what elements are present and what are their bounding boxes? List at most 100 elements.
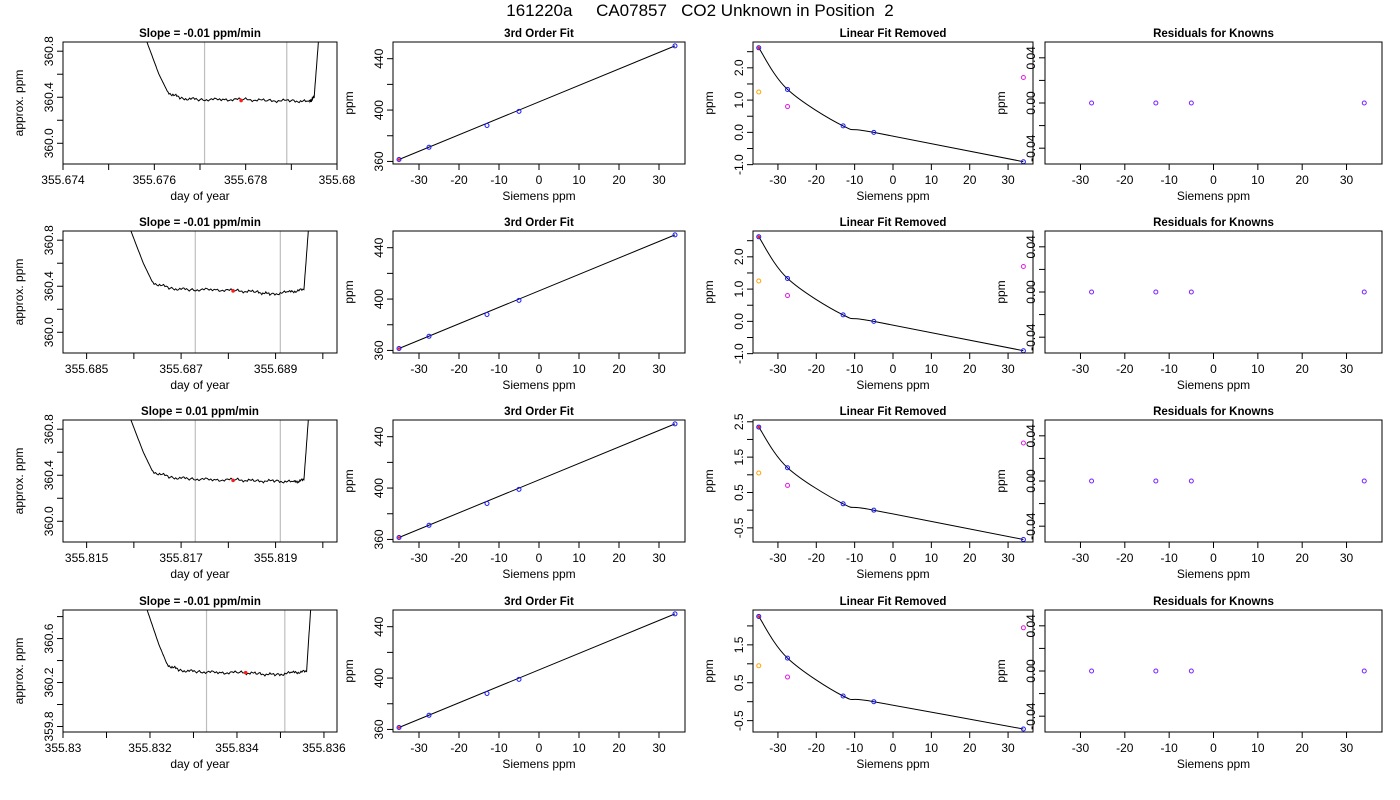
plot-frame <box>392 230 686 354</box>
x-axis-label: Siemens ppm <box>1177 189 1250 203</box>
y-axis-label: approx. ppm <box>12 638 26 705</box>
x-tick-label: 355.685 <box>65 362 109 376</box>
x-tick-label: -20 <box>808 741 826 755</box>
x-tick-label: 30 <box>1340 551 1354 565</box>
y-axis-label: approx. ppm <box>12 70 26 137</box>
data-point-marker <box>757 235 761 239</box>
data-point <box>785 655 791 661</box>
x-tick-label: 10 <box>1251 362 1265 376</box>
x-tick-label: 10 <box>1251 551 1265 565</box>
y-tick-label: 440 <box>372 616 386 636</box>
data-point <box>1089 289 1095 295</box>
data-point <box>1361 478 1367 484</box>
plot-frame <box>392 609 686 733</box>
y-tick-label: 0.04 <box>1024 235 1038 259</box>
y-tick-label: 0.00 <box>1024 469 1038 493</box>
data-point <box>756 613 762 619</box>
plot-frame <box>1044 41 1383 165</box>
extra-point <box>1020 625 1026 631</box>
extra-point <box>756 89 762 95</box>
x-tick-label: 20 <box>612 741 626 755</box>
data-point <box>672 232 678 238</box>
data-point <box>484 122 490 128</box>
x-tick-label: -20 <box>450 741 468 755</box>
y-tick-label: 2.5 <box>732 413 746 430</box>
y-tick-label: 360 <box>372 340 386 360</box>
plot-area <box>396 232 678 352</box>
x-tick-label: 355.676 <box>133 173 177 187</box>
extra-point <box>756 278 762 284</box>
x-tick-label: 0 <box>890 362 897 376</box>
extra-point <box>1020 440 1026 446</box>
data-point <box>840 312 846 318</box>
data-point <box>756 424 762 430</box>
data-point <box>1089 668 1095 674</box>
y-tick-label: -0.5 <box>732 517 746 538</box>
data-point <box>1020 726 1026 732</box>
y-tick-label: 360.4 <box>42 271 56 301</box>
plot-frame <box>392 419 686 543</box>
extra-point <box>785 293 791 299</box>
x-tick-label: 0 <box>1210 362 1217 376</box>
x-tick-label: -30 <box>769 362 787 376</box>
plot-area <box>1089 668 1367 674</box>
data-point-marker <box>231 478 235 483</box>
panel-title: Slope = -0.01 ppm/min <box>139 28 261 40</box>
x-axis-label: Siemens ppm <box>502 567 575 581</box>
x-tick-label: -30 <box>410 362 428 376</box>
x-tick-label: -30 <box>1072 362 1090 376</box>
fit-line <box>398 45 676 160</box>
extra-point <box>785 482 791 488</box>
x-tick-label: 30 <box>652 741 666 755</box>
data-point-marker <box>231 289 235 293</box>
x-tick-label: -20 <box>808 173 826 187</box>
data-point-marker <box>397 726 401 729</box>
data-point <box>756 234 762 240</box>
y-tick-label: 0.5 <box>732 484 746 501</box>
data-point <box>516 676 522 682</box>
plot-area <box>396 43 678 163</box>
plot-area <box>1089 289 1367 295</box>
x-axis-label: Siemens ppm <box>856 567 929 581</box>
x-tick-label: 0 <box>890 741 897 755</box>
x-tick-label: -10 <box>846 741 864 755</box>
y-tick-label: 360.0 <box>42 506 56 536</box>
x-axis-label: day of year <box>170 189 229 203</box>
panel-title: Residuals for Knowns <box>1153 28 1274 40</box>
data-point <box>785 86 791 92</box>
x-axis-label: day of year <box>170 567 229 581</box>
plot-area <box>146 42 319 164</box>
x-tick-label: 355.819 <box>254 551 298 565</box>
x-tick-label: -30 <box>410 741 428 755</box>
y-tick-label: 359.8 <box>42 711 56 741</box>
data-point <box>516 486 522 492</box>
x-tick-label: -30 <box>410 551 428 565</box>
x-tick-label: -10 <box>490 173 508 187</box>
y-axis-label: ppm <box>342 469 356 492</box>
y-tick-label: 0.04 <box>1024 614 1038 638</box>
panel-title: Slope = 0.01 ppm/min <box>141 406 259 418</box>
data-point-marker <box>243 670 248 675</box>
panel-title: Residuals for Knowns <box>1153 596 1274 608</box>
data-point <box>1153 289 1159 295</box>
x-tick-label: -30 <box>410 173 428 187</box>
panel-title: Residuals for Knowns <box>1153 217 1274 229</box>
x-axis-label: Siemens ppm <box>856 189 929 203</box>
y-tick-label: 0.0 <box>732 313 746 330</box>
data-trace <box>130 231 309 297</box>
data-point <box>1089 100 1095 106</box>
panel-row2-residuals: Residuals for Knowns -30 -20 -10 0 10 20 30 -0.0… <box>994 217 1383 392</box>
data-point <box>1361 100 1367 106</box>
plot-area <box>396 611 678 731</box>
x-tick-label: 355.689 <box>254 362 298 376</box>
x-tick-label: 10 <box>925 173 939 187</box>
y-tick-label: 360 <box>372 719 386 739</box>
x-tick-label: 10 <box>572 741 586 755</box>
x-tick-label: 0 <box>1210 551 1217 565</box>
data-point <box>396 346 402 352</box>
panel-title: Linear Fit Removed <box>840 596 947 608</box>
y-tick-label: 360.6 <box>42 623 56 653</box>
x-tick-label: 30 <box>652 173 666 187</box>
x-tick-label: 10 <box>925 362 939 376</box>
y-tick-label: 2.0 <box>732 59 746 76</box>
